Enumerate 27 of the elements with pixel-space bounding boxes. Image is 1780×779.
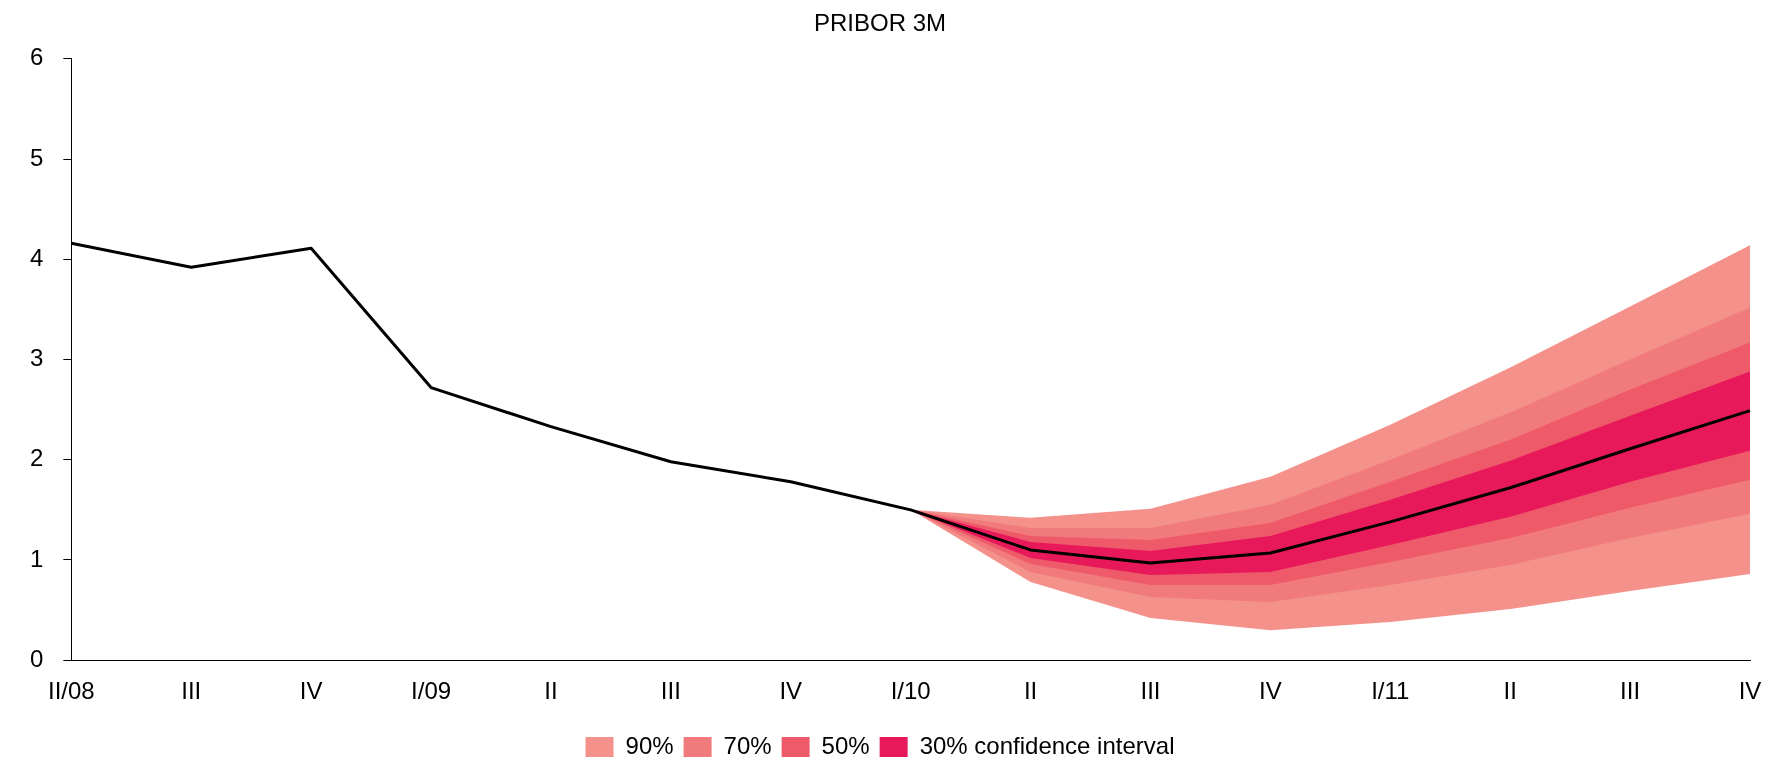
x-tick-label: II: [1503, 677, 1517, 705]
x-tick-label: III: [1140, 677, 1161, 705]
legend-label: 30% confidence interval: [919, 731, 1175, 759]
x-tick-label: IV: [779, 677, 803, 705]
chart-title: PRIBOR 3M: [813, 9, 947, 37]
x-tick-label: I/10: [890, 677, 931, 705]
legend-label: 50%: [821, 731, 870, 759]
y-tick-label: 5: [29, 143, 44, 171]
x-tick-label: III: [1620, 677, 1641, 705]
y-tick-label: 4: [29, 243, 44, 271]
y-tick-label: 2: [29, 444, 44, 472]
x-tick-label: II: [544, 677, 558, 705]
y-tick-label: 0: [29, 644, 44, 672]
x-tick-label: III: [660, 677, 681, 705]
legend-label: 90%: [625, 731, 674, 759]
x-tick-label: III: [181, 677, 202, 705]
x-tick-label: I/09: [411, 677, 452, 705]
x-tick-label: II: [1023, 677, 1038, 705]
legend-label: 70%: [723, 731, 772, 759]
x-tick-label: IV: [299, 677, 323, 705]
y-tick-label: 3: [29, 344, 44, 372]
x-tick-label: IV: [1738, 677, 1762, 705]
x-tick-label: IV: [1259, 677, 1282, 705]
x-tick-label: I/11: [1371, 677, 1410, 705]
x-tick-label: II/08: [48, 677, 95, 705]
y-tick-label: 1: [29, 544, 44, 572]
y-tick-label: 6: [29, 43, 44, 71]
